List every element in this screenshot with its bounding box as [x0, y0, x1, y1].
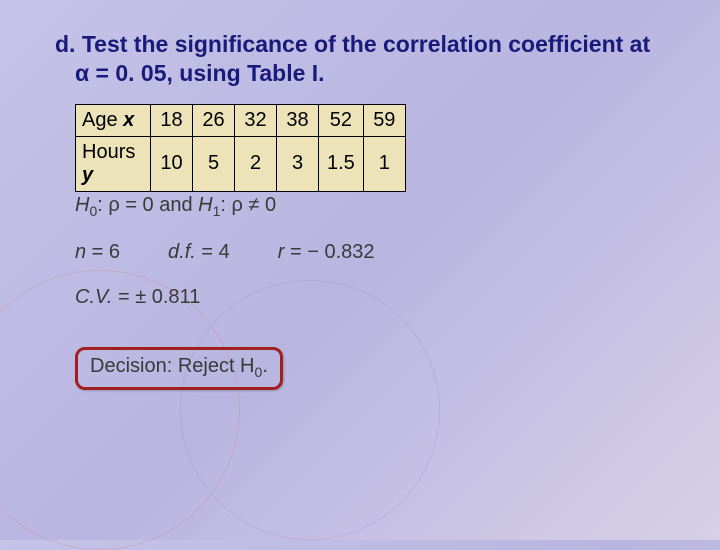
- table-cell: 32: [235, 104, 277, 136]
- table-cell: 26: [193, 104, 235, 136]
- n-value: n = 6: [75, 241, 120, 264]
- hypothesis-line: H0: ρ = 0 and H1: ρ ≠ 0: [75, 194, 665, 219]
- table-cell: 52: [319, 104, 364, 136]
- r-value: r = − 0.832: [278, 241, 375, 264]
- table-cell: 10: [151, 136, 193, 191]
- slide-content: d. Test the significance of the correlat…: [0, 0, 720, 420]
- table-row: Age x 18 26 32 38 52 59: [76, 104, 406, 136]
- table-cell: 2: [235, 136, 277, 191]
- table-cell: 3: [277, 136, 319, 191]
- table-cell: 1.5: [319, 136, 364, 191]
- slide-heading: d. Test the significance of the correlat…: [55, 30, 665, 88]
- data-table: Age x 18 26 32 38 52 59 Hoursy 10 5 2 3 …: [75, 104, 406, 192]
- df-value: d.f. = 4: [168, 241, 230, 264]
- table-cell: 1: [363, 136, 405, 191]
- table-cell: 18: [151, 104, 193, 136]
- table-cell: 5: [193, 136, 235, 191]
- table-cell: 59: [363, 104, 405, 136]
- stats-line: n = 6 d.f. = 4 r = − 0.832: [75, 241, 665, 264]
- table-row: Hoursy 10 5 2 3 1.5 1: [76, 136, 406, 191]
- cv-line: C.V. = ± 0.811: [75, 286, 665, 309]
- decision-box: Decision: Reject H0.: [75, 347, 283, 390]
- row-header-age: Age x: [76, 104, 151, 136]
- table-cell: 38: [277, 104, 319, 136]
- row-header-hours: Hoursy: [76, 136, 151, 191]
